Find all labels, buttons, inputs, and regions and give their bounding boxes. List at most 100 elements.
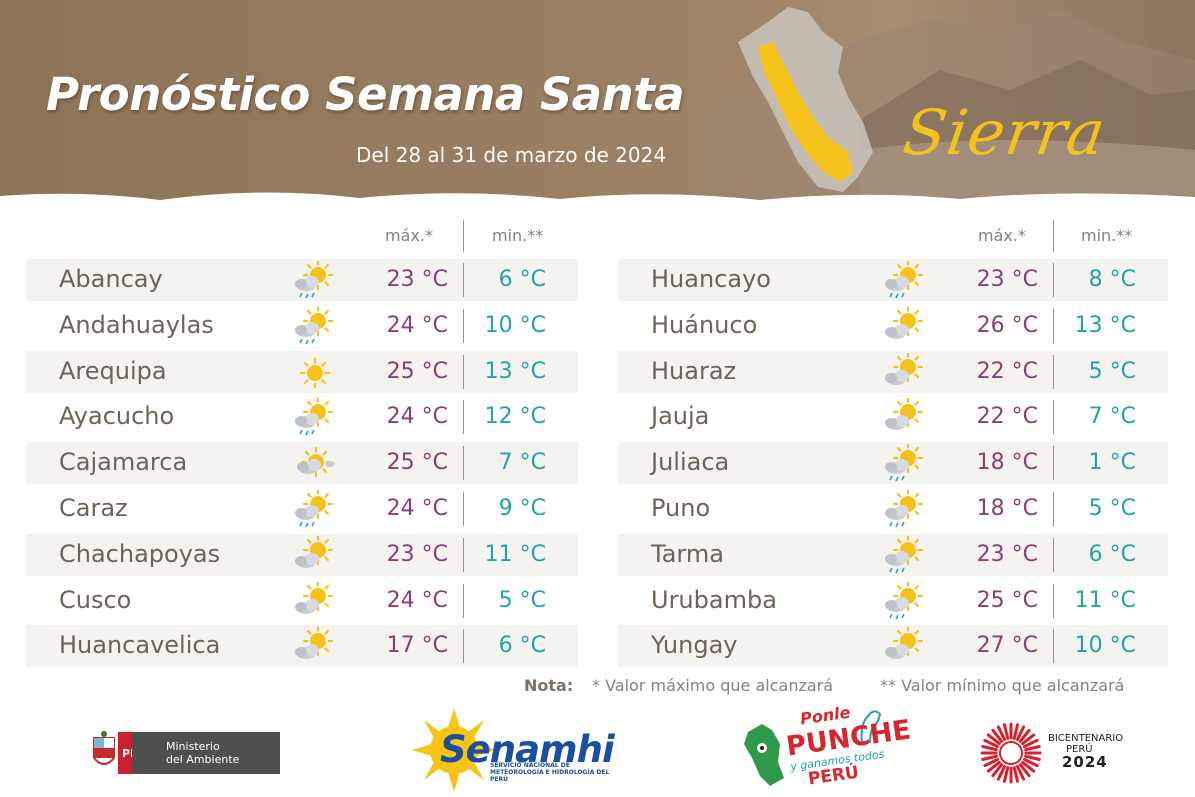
senamhi-logo: Senamhi — [440, 728, 615, 771]
forecast-row: Abancay 23 °C 6 °C — [26, 259, 578, 301]
min-column-header: min.** — [492, 226, 544, 245]
max-temperature: 22 °C — [976, 404, 1038, 430]
city-name: Andahuaylas — [59, 310, 214, 339]
column-divider — [463, 492, 464, 526]
sun-cloud-rain-icon — [882, 488, 928, 530]
sun-cloud-icon — [292, 534, 338, 576]
max-temperature: 18 °C — [976, 496, 1038, 521]
forecast-row: Andahuaylas 24 °C 10 °C — [26, 305, 578, 347]
max-temperature: 24 °C — [386, 496, 448, 521]
max-temperature: 23 °C — [976, 541, 1038, 567]
sun-cloud-rain-icon — [882, 443, 928, 484]
minam-logo — [132, 732, 280, 774]
city-name: Huánuco — [651, 310, 758, 339]
header-banner: Pronóstico Semana Santa Del 28 al 31 de … — [0, 0, 1195, 212]
min-temperature: 11 °C — [1074, 587, 1136, 613]
min-temperature: 5 °C — [498, 587, 546, 613]
max-temperature: 23 °C — [976, 267, 1038, 292]
column-divider — [1053, 263, 1054, 297]
column-divider — [1053, 446, 1054, 481]
min-temperature: 9 °C — [498, 496, 546, 521]
column-divider — [1053, 308, 1054, 343]
column-divider — [463, 629, 464, 664]
column-divider — [1053, 583, 1054, 618]
column-divider — [463, 354, 464, 389]
flexed-arm-icon — [860, 710, 882, 743]
sun-cloud-rain-icon — [292, 305, 338, 347]
column-divider — [1053, 220, 1054, 252]
max-temperature: 25 °C — [386, 358, 448, 384]
note-label: Nota: — [524, 676, 574, 695]
max-temperature: 22 °C — [976, 358, 1038, 384]
min-temperature: 5 °C — [1088, 496, 1136, 521]
min-temperature: 13 °C — [1074, 312, 1136, 338]
sun-cloud-icon — [882, 305, 928, 347]
city-name: Urubamba — [651, 585, 777, 614]
sun-icon — [292, 353, 338, 393]
min-temperature: 10 °C — [484, 312, 546, 338]
min-temperature: 5 °C — [1088, 358, 1136, 384]
forecast-row: Caraz 24 °C 9 °C — [26, 488, 578, 530]
sun-cloud-rain-icon — [292, 259, 338, 301]
bicentenario-logo-line1: BICENTENARIO — [1048, 733, 1124, 744]
min-temperature: 10 °C — [1074, 633, 1136, 659]
bicentenario-logo-year: 2024 — [1062, 753, 1108, 771]
senamhi-logo-subtitle: SERVICIO NACIONAL DE METEOROLOGÍA E HIDR… — [490, 762, 610, 783]
column-divider — [463, 446, 464, 481]
city-name: Puno — [651, 494, 711, 522]
forecast-row: Cajamarca 25 °C 7 °C — [26, 442, 578, 485]
city-name: Tarma — [651, 539, 724, 568]
city-name: Huancavelica — [59, 631, 221, 660]
min-temperature: 6 °C — [1088, 541, 1136, 567]
min-temperature: 13 °C — [484, 358, 546, 384]
max-temperature: 24 °C — [386, 587, 448, 613]
min-temperature: 11 °C — [484, 541, 546, 567]
min-note: ** Valor mínimo que alcanzará — [880, 676, 1125, 695]
city-name: Huancayo — [651, 265, 771, 293]
min-temperature: 1 °C — [1088, 450, 1136, 476]
peru-coat-of-arms-icon — [93, 731, 115, 765]
peru-map-icon — [738, 7, 873, 192]
city-name: Ayacucho — [59, 402, 175, 431]
senamhi-sun-icon — [412, 708, 496, 792]
city-name: Abancay — [59, 265, 163, 293]
max-temperature: 17 °C — [386, 633, 448, 659]
sun-clouds-icon — [292, 444, 338, 484]
forecast-row: Huánuco 26 °C 13 °C — [618, 305, 1168, 347]
min-temperature: 6 °C — [498, 633, 546, 659]
max-temperature: 23 °C — [386, 541, 448, 567]
city-name: Yungay — [651, 631, 738, 660]
forecast-row: Huaraz 22 °C 5 °C — [618, 350, 1168, 393]
max-column-header: máx.* — [385, 226, 433, 245]
sun-cloud-rain-icon — [882, 580, 928, 622]
max-column-header: máx.* — [978, 226, 1026, 245]
max-temperature: 24 °C — [386, 312, 448, 338]
sun-cloud-rain-icon — [882, 259, 928, 301]
city-name: Cajamarca — [59, 448, 188, 477]
forecast-row: Puno 18 °C 5 °C — [618, 488, 1168, 530]
min-temperature: 6 °C — [498, 267, 546, 292]
city-name: Chachapoyas — [59, 539, 221, 568]
date-range: Del 28 al 31 de marzo de 2024 — [356, 143, 667, 167]
column-divider — [463, 220, 464, 252]
bicentenario-emblem-icon — [980, 722, 1042, 784]
forecast-row: Ayacucho 24 °C 12 °C — [26, 396, 578, 438]
city-name: Juliaca — [651, 448, 730, 477]
forecast-row: Urubamba 25 °C 11 °C — [618, 580, 1168, 622]
sun-cloud-icon — [292, 580, 338, 622]
min-temperature: 7 °C — [1088, 404, 1136, 430]
column-divider — [1053, 629, 1054, 664]
bicentenario-logo-line2: PERÚ — [1066, 744, 1093, 755]
max-note: * Valor máximo que alcanzará — [592, 676, 834, 695]
column-divider — [463, 583, 464, 618]
minam-logo-text: Ministerio del Ambiente — [166, 740, 240, 766]
min-temperature: 12 °C — [484, 404, 546, 430]
sun-cloud-icon — [882, 351, 928, 393]
column-divider — [1053, 354, 1054, 389]
forecast-row: Arequipa 25 °C 13 °C — [26, 350, 578, 393]
max-temperature: 24 °C — [386, 404, 448, 430]
forecast-row: Huancayo 23 °C 8 °C — [618, 259, 1168, 301]
max-temperature: 26 °C — [976, 312, 1038, 338]
forecast-row: Chachapoyas 23 °C 11 °C — [26, 533, 578, 576]
page-title: Pronóstico Semana Santa — [46, 68, 685, 121]
